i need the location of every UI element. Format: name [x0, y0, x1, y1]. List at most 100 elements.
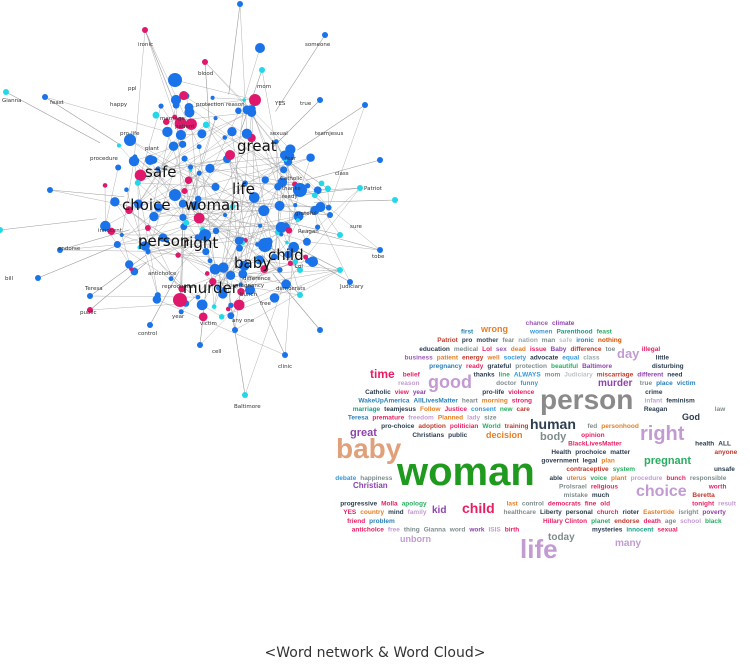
- network-node: [317, 97, 323, 103]
- network-node: [175, 252, 181, 258]
- cloud-word: happiness: [360, 475, 393, 482]
- cloud-word: anyone: [714, 449, 737, 456]
- cloud-word: WakeUpAmerica: [358, 397, 409, 404]
- network-edge: [144, 29, 175, 118]
- cloud-word: doctor: [496, 380, 517, 387]
- network-label-small: control: [138, 331, 158, 337]
- network-label-small: marriage: [160, 116, 186, 122]
- network-edge: [173, 124, 207, 147]
- network-node: [392, 197, 398, 203]
- cloud-word: healthcare: [504, 509, 537, 516]
- network-edge: [147, 205, 280, 252]
- network-edge: [251, 137, 284, 170]
- network-edge: [234, 269, 341, 331]
- network-edge: [183, 95, 252, 139]
- network-node: [324, 185, 331, 192]
- network-node: [196, 144, 202, 150]
- network-edge: [205, 206, 233, 252]
- network-node: [279, 232, 284, 237]
- cloud-word: control: [522, 501, 544, 508]
- network-edge: [199, 304, 240, 346]
- network-node: [162, 118, 170, 125]
- network-node: [87, 307, 93, 313]
- network-node: [239, 260, 250, 271]
- cloud-word: energy: [462, 354, 484, 361]
- network-edge: [156, 299, 286, 356]
- cloud-word: death: [644, 518, 661, 525]
- network-node: [140, 241, 150, 251]
- cloud-word: nation: [518, 337, 538, 344]
- network-node: [314, 224, 321, 230]
- network-label-small: bill: [5, 276, 14, 282]
- cloud-word: true: [640, 380, 653, 387]
- network-label-small: procedure: [90, 156, 119, 162]
- figure-caption: <Word network & Word Cloud>: [264, 645, 486, 661]
- cloud-word: thanks: [474, 372, 495, 379]
- network-node: [196, 170, 202, 176]
- cloud-word: heart: [462, 397, 479, 404]
- network-edge: [44, 96, 122, 146]
- cloud-word: politician: [450, 423, 479, 430]
- network-edge: [305, 159, 381, 181]
- network-edge: [202, 137, 252, 230]
- network-edge: [306, 241, 381, 251]
- cloud-word: friend: [347, 518, 365, 525]
- cloud-word: crime: [645, 389, 663, 396]
- cloud-word: woman: [396, 450, 535, 494]
- network-edge: [144, 245, 183, 290]
- network-edge: [242, 273, 287, 285]
- network-node: [147, 322, 153, 328]
- network-node: [327, 212, 333, 218]
- network-edge: [195, 205, 321, 208]
- network-edge: [275, 34, 326, 112]
- cloud-word: ready: [466, 363, 484, 370]
- network-edge: [149, 270, 180, 326]
- network-node: [228, 302, 234, 309]
- cloud-word: mysteries: [592, 526, 623, 533]
- network-edge: [305, 229, 381, 251]
- cloud-word: human: [530, 416, 576, 432]
- network-edge: [198, 146, 216, 270]
- network-label-small: class: [335, 171, 349, 177]
- cloud-word: able: [550, 475, 563, 482]
- network-edge: [289, 247, 351, 283]
- cloud-word: voice: [590, 475, 607, 482]
- network-node: [145, 248, 151, 254]
- network-label-small: ironic: [138, 42, 153, 48]
- cloud-word: opinion: [581, 432, 604, 439]
- cloud-word: disturbing: [652, 363, 684, 370]
- cloud-word: progressive: [340, 501, 377, 508]
- network-node: [285, 227, 293, 234]
- network-label-small: free: [260, 301, 271, 307]
- network-edge: [188, 99, 245, 108]
- network-edge: [274, 187, 361, 299]
- network-edge: [137, 182, 216, 188]
- cloud-word: ISIS: [488, 526, 501, 533]
- network-label-small: true: [300, 101, 312, 107]
- network-edge: [287, 187, 361, 255]
- cloud-word: apology: [402, 501, 427, 508]
- network-node: [204, 271, 210, 276]
- cloud-word: public: [448, 432, 468, 439]
- network-node: [317, 327, 323, 333]
- cloud-word: school: [680, 518, 701, 525]
- network-node: [293, 183, 307, 197]
- cloud-word: place: [656, 380, 673, 387]
- network-edge: [179, 180, 189, 301]
- cloud-word: new: [500, 406, 514, 413]
- network-edge: [212, 97, 256, 101]
- cloud-word: class: [583, 354, 600, 361]
- network-node: [293, 203, 298, 208]
- network-label-small: YES: [274, 101, 286, 107]
- network-edge: [218, 225, 261, 289]
- network-node: [229, 203, 236, 210]
- network-node: [128, 155, 140, 167]
- network-node: [145, 155, 155, 165]
- cloud-word: pro-life: [482, 389, 504, 396]
- network-node: [199, 229, 211, 241]
- network-node: [197, 129, 207, 139]
- network-node: [293, 211, 304, 222]
